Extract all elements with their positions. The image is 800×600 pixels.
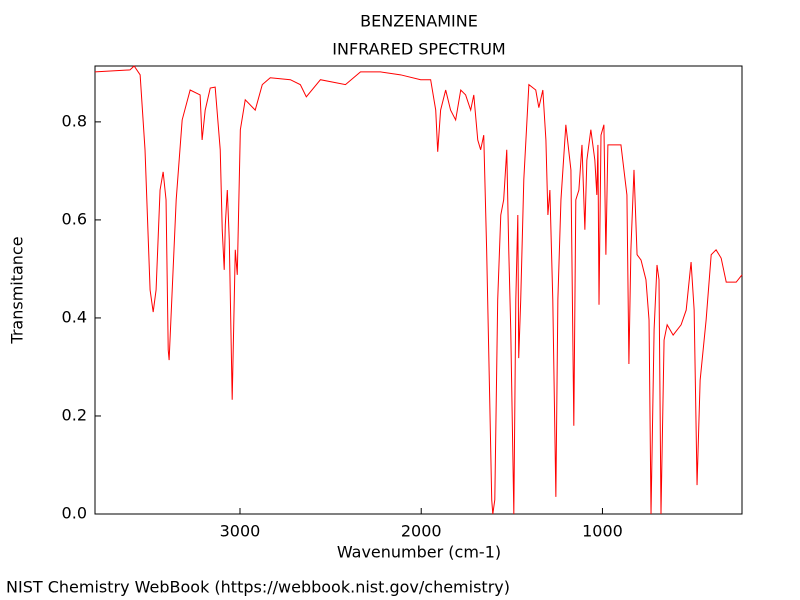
spectrum-line — [94, 65, 743, 515]
chart-title: BENZENAMINE — [360, 12, 478, 31]
y-tick-label: 0.8 — [62, 111, 87, 130]
plot-frame — [94, 65, 743, 515]
x-tick-label: 1000 — [582, 522, 623, 541]
x-axis-label: Wavenumber (cm-1) — [337, 543, 501, 562]
y-tick-label: 0.6 — [62, 209, 87, 228]
y-tick-label: 0.4 — [62, 307, 87, 326]
x-tick-label: 2000 — [401, 522, 442, 541]
footer: NIST Chemistry WebBook (https://webbook.… — [6, 578, 510, 597]
x-tick-label: 3000 — [220, 522, 261, 541]
y-tick-label: 0.2 — [62, 405, 87, 424]
chart-subtitle: INFRARED SPECTRUM — [332, 40, 505, 59]
y-tick-label: 0.0 — [62, 504, 87, 523]
y-axis-label: Transmitance — [8, 236, 27, 344]
